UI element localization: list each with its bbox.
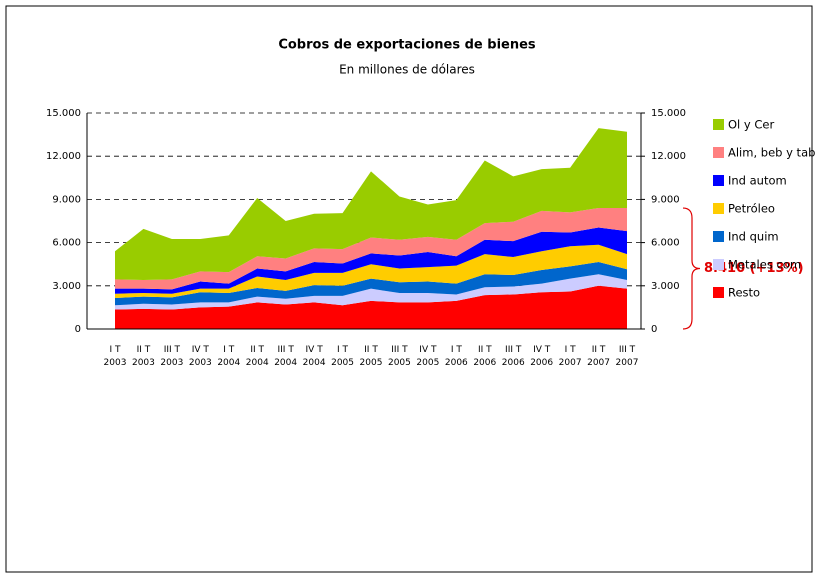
x-tick-label: II T 2006 <box>473 345 496 368</box>
area <box>115 274 627 310</box>
x-tick-label: II T 2007 <box>587 345 610 368</box>
x-tick-label: IV T 2004 <box>303 345 326 368</box>
chart-subtitle: En millones de dólares <box>339 63 475 77</box>
y-tick-label: 12.000 <box>46 151 81 162</box>
x-tick-label: I T 2004 <box>217 345 240 368</box>
x-tick-label: IV T 2005 <box>416 345 439 368</box>
brace <box>682 207 701 330</box>
x-tick-label: I T 2006 <box>445 345 468 368</box>
legend-label: Ol y Cer <box>728 118 774 132</box>
area <box>115 244 627 299</box>
x-tick-label: II T 2003 <box>132 345 155 368</box>
y2-tick-label: 0 <box>651 324 657 335</box>
y2-tick-label: 6.000 <box>651 238 680 249</box>
x-tick-label: III T 2006 <box>502 345 525 368</box>
area <box>115 285 627 329</box>
y-tick-label: 0 <box>75 324 81 335</box>
area <box>115 208 627 290</box>
y2-tick-label: 9.000 <box>651 194 680 205</box>
x-tick-label: II T 2005 <box>360 345 383 368</box>
legend-label: Ind autom <box>728 174 787 188</box>
y-tick-label: 15.000 <box>46 108 81 119</box>
legend-label: Petróleo <box>728 202 775 216</box>
y2-tick-label: 12.000 <box>651 151 686 162</box>
x-tick-label: IV T 2006 <box>530 345 553 368</box>
legend-swatch <box>713 203 724 214</box>
chart-title: Cobros de exportaciones de bienes <box>278 38 536 53</box>
x-tick-label: III T 2007 <box>616 345 639 368</box>
area <box>115 128 627 281</box>
legend-swatch <box>713 287 724 298</box>
y-tick-label: 3.000 <box>52 281 81 292</box>
x-tick-label: IV T 2003 <box>189 345 212 368</box>
y-tick-label: 6.000 <box>52 238 81 249</box>
x-tick-label: I T 2007 <box>559 345 582 368</box>
legend-label: Resto <box>728 286 760 300</box>
legend-swatch <box>713 147 724 158</box>
y-tick-label: 9.000 <box>52 194 81 205</box>
legend-swatch <box>713 259 724 270</box>
legend-label: Ind quim <box>728 230 779 244</box>
legend-swatch <box>713 175 724 186</box>
y2-tick-label: 15.000 <box>651 108 686 119</box>
legend-swatch <box>713 119 724 130</box>
x-tick-label: II T 2004 <box>246 345 269 368</box>
area <box>115 262 627 306</box>
y2-tick-label: 3.000 <box>651 281 680 292</box>
x-tick-label: III T 2003 <box>160 345 183 368</box>
x-tick-label: III T 2005 <box>388 345 411 368</box>
annotation: 8.410 (+13%) <box>704 261 804 276</box>
legend-label: Alim, beb y tab <box>728 146 815 160</box>
legend-label: Metales com <box>728 258 801 272</box>
legend-swatch <box>713 231 724 242</box>
x-tick-label: I T 2005 <box>331 345 354 368</box>
x-tick-label: I T 2003 <box>104 345 127 368</box>
area <box>115 227 627 294</box>
x-tick-label: III T 2004 <box>274 345 297 368</box>
